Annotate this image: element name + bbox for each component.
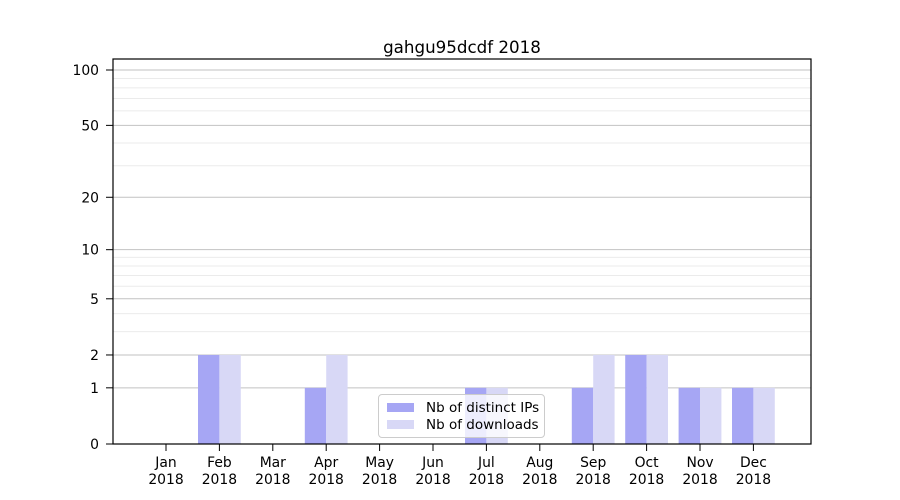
legend-swatch-downloads — [387, 420, 414, 429]
x-tick-label-year-jul: 2018 — [469, 472, 504, 488]
legend-label-downloads: Nb of downloads — [426, 416, 539, 433]
bar-distinct-ips-feb — [198, 354, 220, 444]
x-tick-label-month-feb: Feb — [207, 455, 232, 471]
x-tick-label-year-may: 2018 — [362, 472, 397, 488]
bar-distinct-ips-nov — [678, 387, 700, 444]
x-tick-label-year-jun: 2018 — [415, 472, 450, 488]
bar-downloads-nov — [700, 387, 722, 444]
x-tick-label-month-dec: Dec — [740, 455, 767, 471]
bar-distinct-ips-dec — [732, 387, 754, 444]
legend-item-downloads: Nb of downloads — [387, 416, 539, 433]
x-tick-label-month-aug: Aug — [526, 455, 553, 471]
bar-downloads-dec — [753, 387, 775, 444]
x-tick-label-month-jul: Jul — [477, 455, 495, 471]
x-tick-label-year-dec: 2018 — [736, 472, 771, 488]
y-tick-label-2: 2 — [90, 348, 99, 364]
x-tick-label-month-sep: Sep — [580, 455, 606, 471]
x-tick-label-month-may: May — [365, 455, 394, 471]
x-tick-label-month-mar: Mar — [260, 455, 286, 471]
y-tick-label-1: 1 — [90, 381, 99, 397]
legend: Nb of distinct IPs Nb of downloads — [378, 394, 545, 438]
x-tick-label-year-sep: 2018 — [576, 472, 611, 488]
plot-border — [112, 58, 812, 445]
legend-label-distinct-ips: Nb of distinct IPs — [426, 399, 540, 416]
bar-downloads-sep — [593, 354, 615, 444]
y-tick-label-100: 100 — [72, 63, 99, 79]
x-tick-label-year-jan: 2018 — [148, 472, 183, 488]
x-tick-label-year-mar: 2018 — [255, 472, 290, 488]
y-tick-label-20: 20 — [81, 190, 99, 206]
x-tick-label-year-nov: 2018 — [682, 472, 717, 488]
legend-swatch-distinct-ips — [387, 403, 414, 412]
bar-downloads-oct — [646, 354, 668, 444]
x-tick-label-month-jun: Jun — [421, 455, 444, 471]
bar-distinct-ips-oct — [625, 354, 647, 444]
chart-title: gahgu95dcdf 2018 — [383, 37, 541, 57]
x-tick-label-year-apr: 2018 — [309, 472, 344, 488]
x-tick-label-year-aug: 2018 — [522, 472, 557, 488]
x-tick-label-month-nov: Nov — [686, 455, 713, 471]
x-tick-label-month-oct: Oct — [635, 455, 660, 471]
y-tick-label-5: 5 — [90, 292, 99, 308]
bar-distinct-ips-sep — [571, 387, 594, 444]
x-tick-label-month-apr: Apr — [314, 455, 338, 471]
x-tick-label-month-jan: Jan — [154, 455, 176, 471]
y-tick-label-0: 0 — [90, 437, 99, 453]
legend-item-distinct-ips: Nb of distinct IPs — [387, 399, 540, 416]
bar-downloads-feb — [219, 354, 241, 444]
y-tick-label-50: 50 — [81, 118, 99, 134]
bar-downloads-apr — [326, 354, 348, 444]
y-tick-label-10: 10 — [81, 243, 99, 259]
x-tick-label-year-oct: 2018 — [629, 472, 664, 488]
bar-distinct-ips-apr — [304, 387, 327, 444]
x-tick-label-year-feb: 2018 — [202, 472, 237, 488]
